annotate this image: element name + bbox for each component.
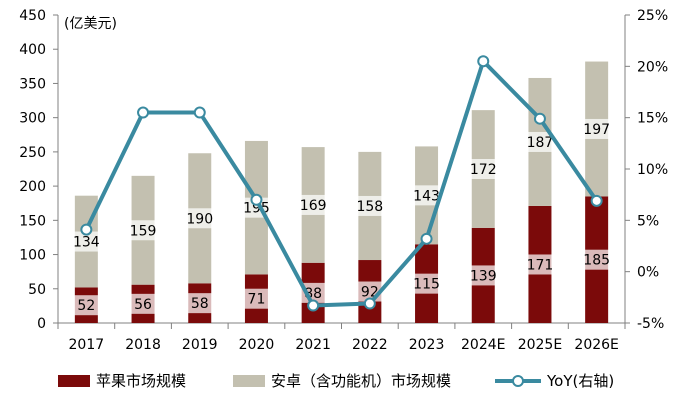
legend-label-apple: 苹果市场规模 — [96, 372, 186, 390]
apple-value-label: 52 — [77, 298, 95, 314]
left-tick-label: 150 — [19, 213, 46, 229]
yoy-point — [477, 55, 490, 68]
left-tick-label: 400 — [19, 42, 46, 58]
yoy-point — [193, 106, 206, 119]
apple-label-bg — [126, 293, 161, 314]
yoy-line-layer — [80, 55, 603, 312]
right-tick-label: 0% — [637, 265, 659, 281]
apple-value-label: 58 — [191, 296, 209, 312]
yoy-point — [363, 297, 376, 310]
x-tick-label: 2018 — [125, 337, 161, 353]
apple-value-label: 56 — [134, 297, 152, 313]
android-value-label: 143 — [413, 188, 440, 204]
yoy-point — [250, 193, 263, 206]
unit-label: (亿美元) — [64, 16, 117, 32]
yoy-point — [137, 106, 150, 119]
yoy-point — [307, 299, 320, 312]
yoy-point — [420, 232, 433, 245]
left-tick-label: 0 — [37, 316, 46, 332]
x-tick-label: 2019 — [182, 337, 218, 353]
apple-label-bg — [466, 265, 501, 286]
apple-value-label: 115 — [413, 277, 440, 293]
right-tick-label: 15% — [637, 111, 668, 127]
apple-value-label: 185 — [583, 253, 610, 269]
axes: 0 50 100 150 200 250 300 350 400 450 -5% 0% 5% 10% 15%… — [19, 8, 668, 353]
right-tick-label: -5% — [637, 316, 664, 332]
bars: 5213456159581907119588169921581151431391… — [69, 61, 614, 323]
android-value-label: 197 — [583, 122, 610, 138]
apple-label-bg — [69, 295, 104, 316]
x-tick-label: 2024E — [461, 337, 505, 353]
android-label-bg — [352, 195, 387, 216]
android-label-bg — [579, 118, 614, 139]
x-tick-label: 2026E — [574, 337, 618, 353]
apple-label-bg — [409, 273, 444, 294]
android-label-bg — [182, 208, 217, 229]
android-value-label: 134 — [73, 235, 100, 251]
x-tick-label: 2023 — [409, 337, 445, 353]
legend-label-yoy: YoY(右轴) — [546, 372, 614, 390]
x-tick-label: 2020 — [239, 337, 275, 353]
yoy-line — [84, 59, 599, 308]
left-tick-label: 50 — [28, 282, 46, 298]
android-label-bg — [296, 194, 331, 215]
android-value-label: 159 — [130, 223, 157, 239]
android-value-label: 158 — [356, 199, 383, 215]
left-tick-label: 200 — [19, 179, 46, 195]
right-tick-label: 5% — [637, 213, 659, 229]
android-label-bg — [466, 159, 501, 179]
apple-label-bg — [579, 249, 614, 270]
android-label-bg — [69, 231, 104, 252]
right-tick-label: 25% — [637, 8, 668, 24]
left-tick-label: 450 — [19, 8, 46, 24]
left-tick-label: 350 — [19, 76, 46, 92]
legend-swatch-apple — [58, 375, 90, 387]
android-label-bg — [126, 220, 161, 241]
x-tick-label: 2025E — [518, 337, 562, 353]
yoy-point — [590, 194, 603, 207]
x-tick-label: 2017 — [69, 337, 105, 353]
x-tick-label: 2021 — [295, 337, 331, 353]
right-tick-label: 20% — [637, 59, 668, 75]
left-tick-label: 300 — [19, 111, 46, 127]
yoy-point — [80, 223, 93, 236]
apple-value-label: 71 — [248, 292, 266, 308]
legend-swatch-android — [233, 375, 265, 387]
yoy-point — [533, 112, 546, 125]
apple-value-label: 139 — [470, 268, 497, 284]
left-tick-label: 250 — [19, 145, 46, 161]
legend: 苹果市场规模 安卓（含功能机）市场规模 YoY(右轴) — [58, 372, 614, 390]
apple-label-bg — [522, 254, 557, 275]
android-value-label: 187 — [527, 135, 554, 151]
android-value-label: 172 — [470, 162, 497, 178]
apple-value-label: 171 — [527, 257, 554, 273]
left-tick-label: 100 — [19, 248, 46, 264]
android-label-bg — [409, 185, 444, 206]
legend-label-android: 安卓（含功能机）市场规模 — [271, 372, 451, 390]
legend-marker-yoy — [512, 375, 524, 387]
x-tick-label: 2022 — [352, 337, 388, 353]
android-value-label: 190 — [186, 211, 213, 227]
apple-label-bg — [239, 288, 274, 309]
right-tick-label: 10% — [637, 162, 668, 178]
android-label-bg — [522, 131, 557, 152]
android-value-label: 169 — [300, 198, 327, 214]
apple-label-bg — [182, 293, 217, 314]
